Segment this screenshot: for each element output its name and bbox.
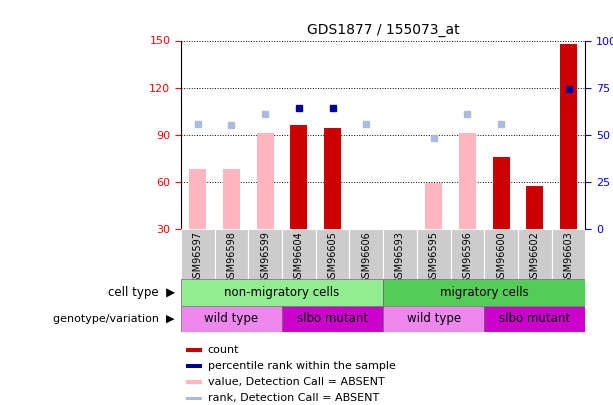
Title: GDS1877 / 155073_at: GDS1877 / 155073_at	[307, 23, 459, 37]
Bar	[291, 125, 307, 229]
Text: GSM96600: GSM96600	[496, 231, 506, 284]
Text: cell type  ▶: cell type ▶	[107, 286, 175, 299]
Bar	[215, 229, 248, 279]
Text: GSM96598: GSM96598	[226, 231, 237, 284]
Bar	[484, 229, 518, 279]
Bar	[493, 157, 509, 229]
Bar	[383, 279, 585, 306]
Text: GSM96595: GSM96595	[428, 231, 439, 284]
Bar	[451, 229, 484, 279]
Text: migratory cells: migratory cells	[440, 286, 528, 299]
Text: genotype/variation  ▶: genotype/variation ▶	[53, 314, 175, 324]
Text: GSM96599: GSM96599	[260, 231, 270, 284]
Bar	[181, 229, 215, 279]
Bar	[527, 186, 543, 229]
Bar	[181, 306, 282, 332]
Bar	[223, 169, 240, 229]
Bar	[324, 158, 341, 229]
Bar	[484, 306, 585, 332]
Text: GSM96596: GSM96596	[462, 231, 473, 284]
Bar	[552, 229, 585, 279]
Text: slbo mutant: slbo mutant	[297, 312, 368, 326]
Text: percentile rank within the sample: percentile rank within the sample	[208, 361, 395, 371]
Text: non-migratory cells: non-migratory cells	[224, 286, 340, 299]
Text: GSM96597: GSM96597	[192, 231, 203, 284]
Bar	[186, 396, 202, 400]
Text: wild type: wild type	[204, 312, 259, 326]
Bar	[425, 183, 442, 229]
Bar	[349, 229, 383, 279]
Bar	[316, 229, 349, 279]
Text: GSM96593: GSM96593	[395, 231, 405, 284]
Bar	[186, 348, 202, 352]
Bar	[417, 229, 451, 279]
Bar	[282, 229, 316, 279]
Bar	[560, 44, 577, 229]
Text: rank, Detection Call = ABSENT: rank, Detection Call = ABSENT	[208, 393, 379, 403]
Bar	[324, 128, 341, 229]
Text: wild type: wild type	[406, 312, 461, 326]
Bar	[189, 169, 206, 229]
Text: GSM96603: GSM96603	[563, 231, 574, 284]
Text: slbo mutant: slbo mutant	[499, 312, 571, 326]
Bar	[518, 229, 552, 279]
Text: GSM96605: GSM96605	[327, 231, 338, 284]
Bar	[186, 380, 202, 384]
Text: GSM96604: GSM96604	[294, 231, 304, 284]
Bar	[186, 364, 202, 368]
Text: value, Detection Call = ABSENT: value, Detection Call = ABSENT	[208, 377, 384, 387]
Text: GSM96606: GSM96606	[361, 231, 371, 284]
Text: count: count	[208, 345, 239, 355]
Text: GSM96602: GSM96602	[530, 231, 540, 284]
Bar	[383, 306, 484, 332]
Bar	[383, 229, 417, 279]
Bar	[257, 133, 273, 229]
Bar	[181, 279, 383, 306]
Bar	[459, 133, 476, 229]
Bar	[248, 229, 282, 279]
Bar	[282, 306, 383, 332]
